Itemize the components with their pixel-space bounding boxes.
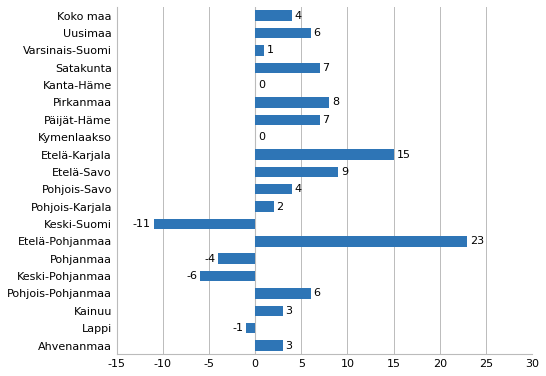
Text: 23: 23 — [470, 237, 484, 246]
Bar — [154, 219, 255, 229]
Text: -11: -11 — [133, 219, 151, 229]
Bar — [246, 323, 255, 334]
Text: 0: 0 — [258, 132, 265, 142]
Text: 3: 3 — [286, 341, 293, 350]
Bar — [255, 97, 329, 108]
Text: 0: 0 — [258, 80, 265, 90]
Bar — [255, 184, 292, 194]
Text: 9: 9 — [341, 167, 348, 177]
Bar — [255, 149, 394, 160]
Bar — [255, 288, 311, 299]
Text: -4: -4 — [204, 254, 216, 264]
Text: 7: 7 — [323, 63, 330, 73]
Text: 6: 6 — [313, 288, 321, 299]
Text: 1: 1 — [267, 45, 274, 55]
Text: 8: 8 — [332, 97, 339, 108]
Text: 2: 2 — [276, 202, 283, 212]
Text: 6: 6 — [313, 28, 321, 38]
Text: 15: 15 — [396, 150, 411, 159]
Bar — [255, 306, 283, 316]
Bar — [255, 11, 292, 21]
Bar — [255, 62, 320, 73]
Bar — [255, 236, 467, 247]
Bar — [255, 167, 339, 177]
Bar — [200, 271, 255, 281]
Bar — [218, 253, 255, 264]
Text: 4: 4 — [295, 184, 302, 194]
Text: 7: 7 — [323, 115, 330, 125]
Bar — [255, 45, 264, 56]
Text: 3: 3 — [286, 306, 293, 316]
Bar — [255, 340, 283, 351]
Text: -1: -1 — [232, 323, 243, 333]
Text: -6: -6 — [186, 271, 197, 281]
Text: 4: 4 — [295, 11, 302, 21]
Bar — [255, 28, 311, 38]
Bar — [255, 115, 320, 125]
Bar — [255, 202, 274, 212]
